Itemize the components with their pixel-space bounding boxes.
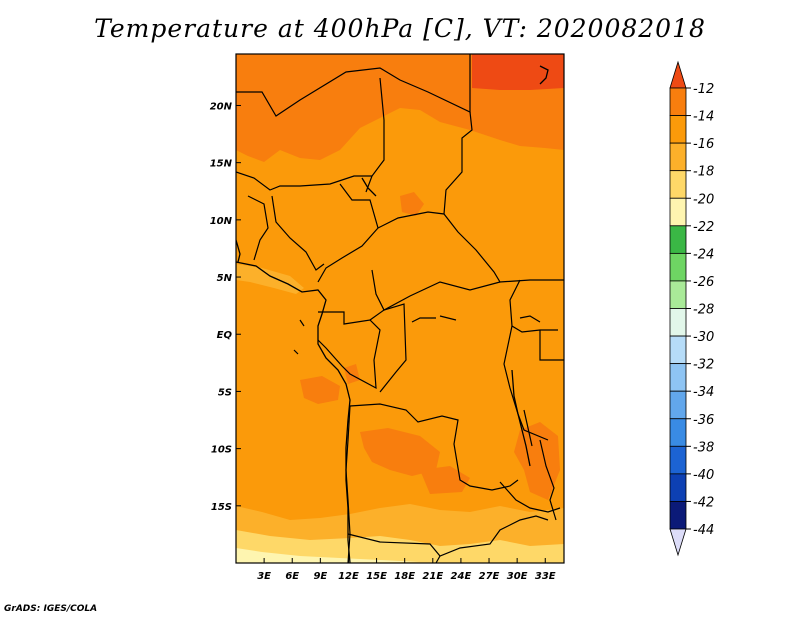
colorbar-swatch	[669, 142, 687, 172]
credit-label: GrADS: IGES/COLA	[4, 604, 98, 614]
colorbar-label: -30	[693, 330, 714, 345]
colorbar-label: -18	[693, 165, 714, 180]
colorbar-label: -24	[693, 247, 714, 262]
lon-tick-label: 12E	[338, 571, 359, 582]
colorbar-label: -16	[693, 137, 714, 152]
colorbar-swatch	[669, 363, 687, 392]
colorbar-swatch	[669, 170, 687, 199]
lon-tick-label: 33E	[535, 571, 556, 582]
contour-hot-ne	[472, 54, 564, 90]
lon-tick-label: 30E	[507, 571, 528, 582]
lat-tick-label: 15S	[211, 502, 232, 513]
contour-warm-patch	[360, 428, 440, 476]
lat-tick-label: 15N	[210, 159, 233, 170]
lon-tick-label: 24E	[451, 571, 472, 582]
colorbar-label: -20	[693, 192, 714, 207]
contour-cooler-south	[236, 530, 564, 563]
colorbar-swatch	[669, 335, 687, 365]
lat-tick-label: 5S	[218, 387, 232, 398]
colorbar-label: -22	[693, 220, 714, 235]
lon-tick-label: 6E	[285, 571, 299, 582]
colorbar-label: -40	[693, 468, 714, 483]
latitude-axis: 20N 15N 10N 5N EQ 5S 10S 15S	[210, 101, 241, 513]
lon-tick-label: 21E	[422, 571, 443, 582]
contour-warm-patch	[300, 376, 340, 404]
lon-tick-label: 27E	[479, 571, 500, 582]
colorbar-label: -28	[693, 303, 714, 318]
colorbar-label: -36	[693, 413, 714, 428]
coastline	[236, 65, 549, 563]
colorbar-label: -32	[693, 358, 714, 373]
temperature-contours	[236, 54, 564, 563]
colorbar-swatch	[669, 252, 687, 282]
colorbar-label: -14	[693, 110, 714, 125]
colorbar-swatch	[669, 87, 687, 116]
lon-tick-label: 15E	[366, 571, 387, 582]
colorbar-swatch	[669, 308, 687, 337]
longitude-axis: 3E 6E 9E 12E 15E 18E 21E 24E 27E 30E 33E	[257, 558, 556, 582]
colorbar-label: -42	[693, 495, 714, 510]
colorbar-swatch	[669, 225, 687, 254]
colorbar-swatch	[669, 390, 687, 420]
colorbar-swatch	[669, 473, 687, 502]
contour-coolest-south	[236, 548, 420, 563]
contour-warm-patch	[344, 364, 360, 384]
colorbar-label: -12	[693, 82, 714, 97]
colorbar-swatch	[669, 445, 687, 475]
colorbar-swatch	[669, 418, 687, 447]
colorbar-label: -44	[693, 523, 714, 538]
map-frame	[235, 53, 565, 564]
colorbar-swatch	[669, 60, 687, 89]
colorbar-label: -34	[693, 385, 714, 400]
lat-tick-label: 5N	[217, 273, 233, 284]
lon-tick-label: 9E	[313, 571, 327, 582]
country-borders	[236, 54, 564, 563]
colorbar-swatch	[669, 528, 687, 557]
colorbar-swatch	[669, 197, 687, 227]
colorbar-label: -38	[693, 440, 714, 455]
colorbar-label: -26	[693, 275, 714, 290]
contour-warm-patch	[400, 192, 424, 216]
lat-tick-label: 10N	[210, 216, 233, 227]
colorbar-swatch	[669, 115, 687, 144]
colorbar-swatch	[669, 501, 687, 530]
colorbar: -12 -14 -16 -18 -20 -22 -24 -26 -28 -30 -32 -34 -36 -…	[669, 60, 714, 557]
contour-cool-guinea	[236, 264, 304, 294]
lat-tick-label: 20N	[210, 101, 233, 112]
lat-tick-label: 10S	[211, 445, 232, 456]
lon-tick-label: 3E	[257, 571, 271, 582]
chart-title: Temperature at 400hPa [C], VT: 202008201…	[94, 14, 706, 43]
lat-tick-label: EQ	[217, 330, 233, 341]
lon-tick-label: 18E	[394, 571, 415, 582]
contour-warm-patch	[420, 466, 470, 494]
colorbar-swatch	[669, 280, 687, 309]
